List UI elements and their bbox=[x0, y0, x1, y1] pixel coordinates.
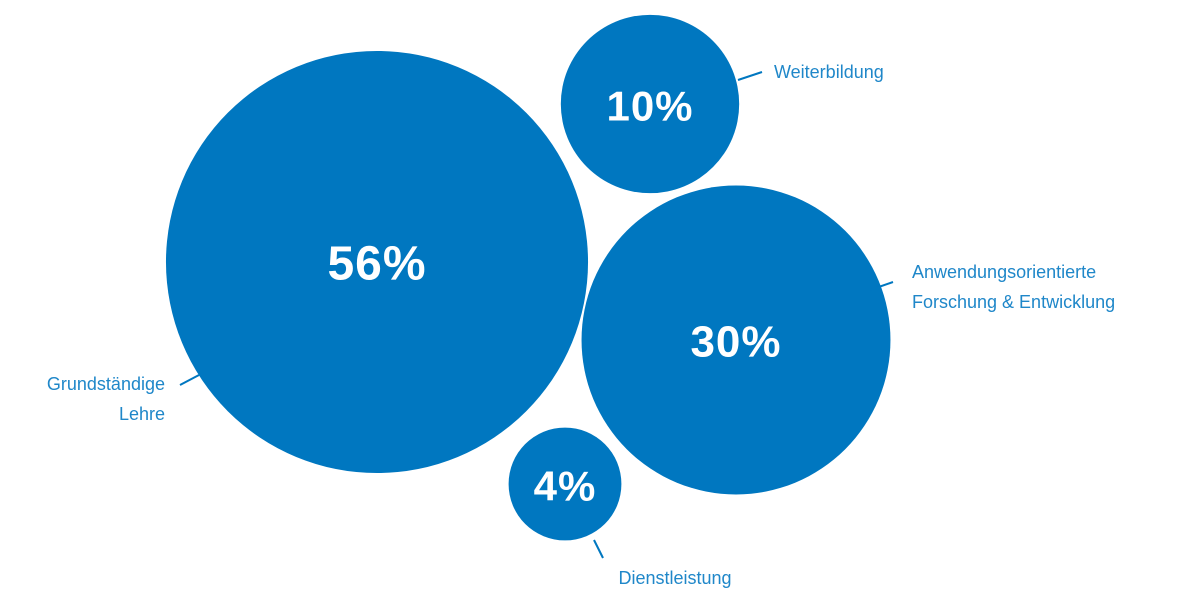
bubble bbox=[581, 185, 891, 495]
connector bbox=[593, 539, 604, 559]
bubble bbox=[560, 14, 740, 194]
category-label: Anwendungsorientierte Forschung & Entwic… bbox=[912, 262, 1116, 312]
connector bbox=[869, 281, 894, 291]
category-label: Dienstleistung bbox=[618, 568, 732, 588]
value-label: 4% bbox=[534, 463, 597, 510]
value-label: 10% bbox=[606, 83, 693, 130]
connector bbox=[179, 374, 200, 386]
bubble bbox=[165, 50, 589, 474]
category-label: Grundständige Lehre bbox=[46, 374, 165, 424]
value-label: 56% bbox=[327, 238, 426, 291]
category-label: Weiterbildung bbox=[774, 62, 884, 82]
bubble bbox=[508, 427, 622, 541]
value-label: 30% bbox=[690, 318, 781, 367]
connector bbox=[737, 71, 763, 81]
